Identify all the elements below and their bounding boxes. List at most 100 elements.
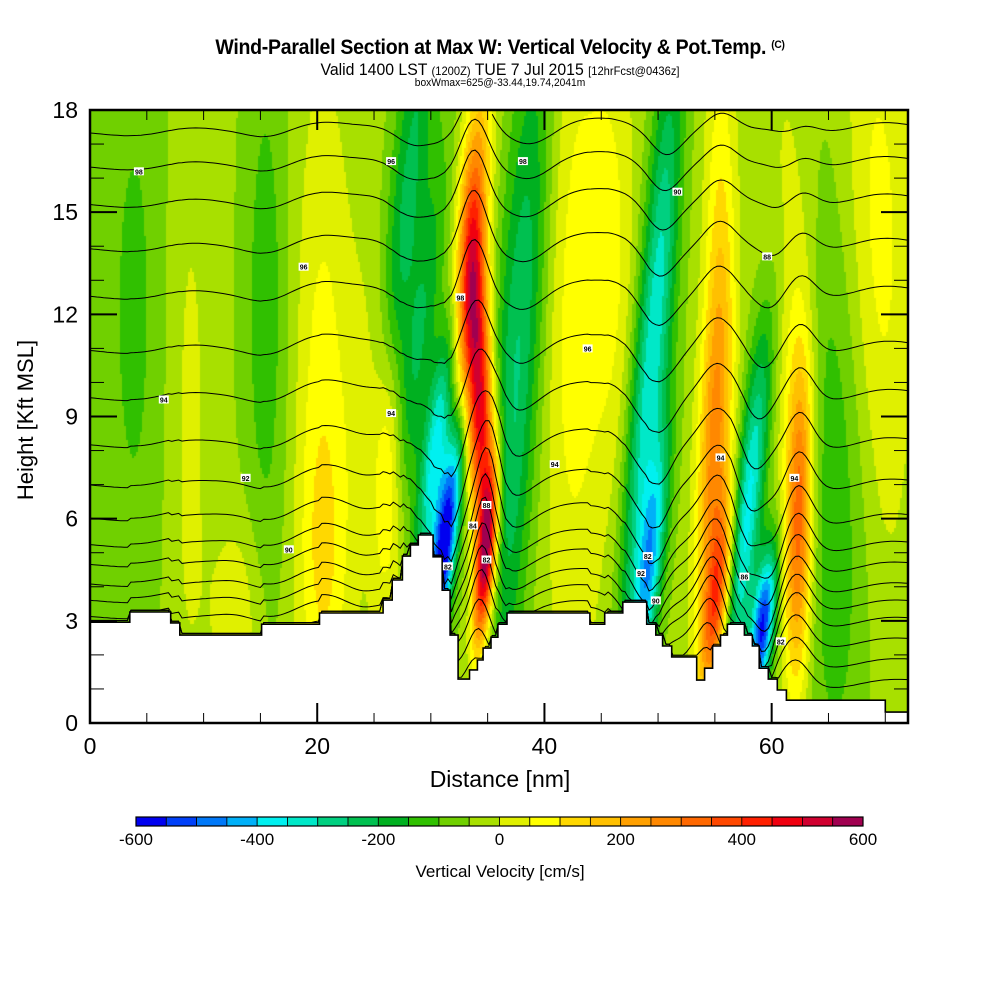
contour-label-text: 90 [652,598,660,605]
contour-label: 82 [642,552,653,561]
colorbar-tick-label: 200 [606,830,634,849]
contour-label: 98 [133,167,144,176]
contour-label: 98 [517,157,528,166]
x-tick-label: 0 [84,733,97,759]
colorbar-bin [832,816,864,827]
isentrope-line [89,532,909,667]
contour-label-bg [298,262,309,271]
contour-label-text: 98 [457,295,465,302]
contour-label: 82 [481,555,492,565]
contour-label: 86 [739,572,750,582]
colorbar-bin [256,816,288,827]
isentrope-line [491,112,909,156]
contour-label-bg [775,637,786,646]
contour-label-text: 86 [741,575,749,582]
contour-label-bg [636,569,646,578]
colorbar-bin [589,816,622,827]
colorbar-bin [529,816,561,827]
contour-label: 88 [481,501,492,510]
contour-label-bg [672,187,683,196]
contour-label: 94 [789,473,800,483]
contour-label-bg [467,521,478,530]
y-tick-label: 3 [65,608,78,634]
contour-label: 82 [442,562,453,571]
isentrope-line [89,446,909,565]
contour-label-bg [283,545,294,554]
isentrope-line [89,532,909,653]
colorbar-tick-label: -600 [119,830,153,849]
y-tick-label: 9 [65,404,78,430]
isentrope-line [90,532,909,667]
contour-label-text: 98 [519,159,527,166]
contour-label: 96 [298,262,309,272]
colorbar-bin [499,816,531,827]
valid-utc: (1200Z) [431,64,471,78]
colorbar-tick-label: -200 [361,830,395,849]
colorbar-bin [347,816,379,827]
contour-label-text: 84 [469,524,477,531]
colorbar-bin [226,816,258,827]
colorbar-tick-label: 0 [495,830,504,849]
terrain-outline [90,534,908,713]
contour-label-text: 94 [717,455,725,462]
contour-label-bg [386,409,397,418]
y-axis-label: Height [Kft MSL] [13,339,38,501]
colorbar-bin [408,816,440,827]
contour-label-bg [582,344,593,353]
contour-label-text: 96 [584,346,592,353]
contour-label: 94 [158,395,169,405]
contour-labels: 98 96 94 92 90 96 94 98 98 96 94 90 88 94 94 88 84 82 82 82… [133,157,800,646]
colorbar-bin [196,816,228,827]
y-tick-label: 6 [65,506,78,532]
colorbar-bin [771,816,803,827]
contour-label-text: 82 [777,639,785,646]
valid-prefix: Valid 1400 LST [320,60,428,79]
contour-label-text: 88 [763,254,771,261]
isentrope-line [89,472,909,592]
copyright-mark: (C) [771,39,785,51]
contour-label: 94 [386,409,397,418]
contour-label-bg [455,293,466,302]
y-tick-label: 18 [52,97,78,123]
contour-label-bg [158,395,169,404]
y-tick-label: 0 [65,710,78,736]
contour-label-text: 96 [300,265,308,272]
contour-label: 92 [636,569,646,578]
colorbar-frame [135,816,864,827]
contour-label-text: 82 [644,554,652,561]
x-tick-label: 60 [759,733,785,759]
contour-label: 96 [386,157,397,166]
contour-label-text: 92 [242,476,250,483]
x-axis-label: Distance [nm] [429,766,571,792]
axes: 0 20 40 60 0 3 6 9 12 15 18 [52,97,910,759]
contour-label-bg [386,157,397,166]
contour-label-text: 88 [483,503,491,510]
contour-label-bg [549,460,560,469]
terrain-mask [90,535,908,723]
contour-label-bg [481,555,492,564]
x-tick-label: 20 [304,733,330,759]
isentrope-line [89,496,909,611]
contour-label-bg [642,552,653,561]
contour-label: 84 [467,521,478,531]
contour-label-text: 94 [551,462,559,469]
colorbar-bin [711,816,743,827]
contour-lines [89,111,909,688]
y-tick-label: 12 [52,301,78,327]
contour-label-text: 96 [387,159,395,166]
colorbar-bin [802,816,834,827]
colorbar-bin [650,816,682,827]
chart-title-text: Wind-Parallel Section at Max W: Vertical… [215,36,767,59]
colorbar-bin [620,816,652,827]
colorbar-bin [559,816,591,827]
contour-label-bg [442,562,453,571]
contour-label: 92 [240,473,251,483]
colorbar-bin [680,816,712,827]
contour-label-text: 94 [387,411,395,418]
contour-label: 90 [650,596,661,605]
colorbar-tick-label: 600 [849,830,877,849]
colorbar-bin [377,816,410,827]
contour-label: 96 [582,344,593,353]
contour-label: 94 [549,460,560,469]
